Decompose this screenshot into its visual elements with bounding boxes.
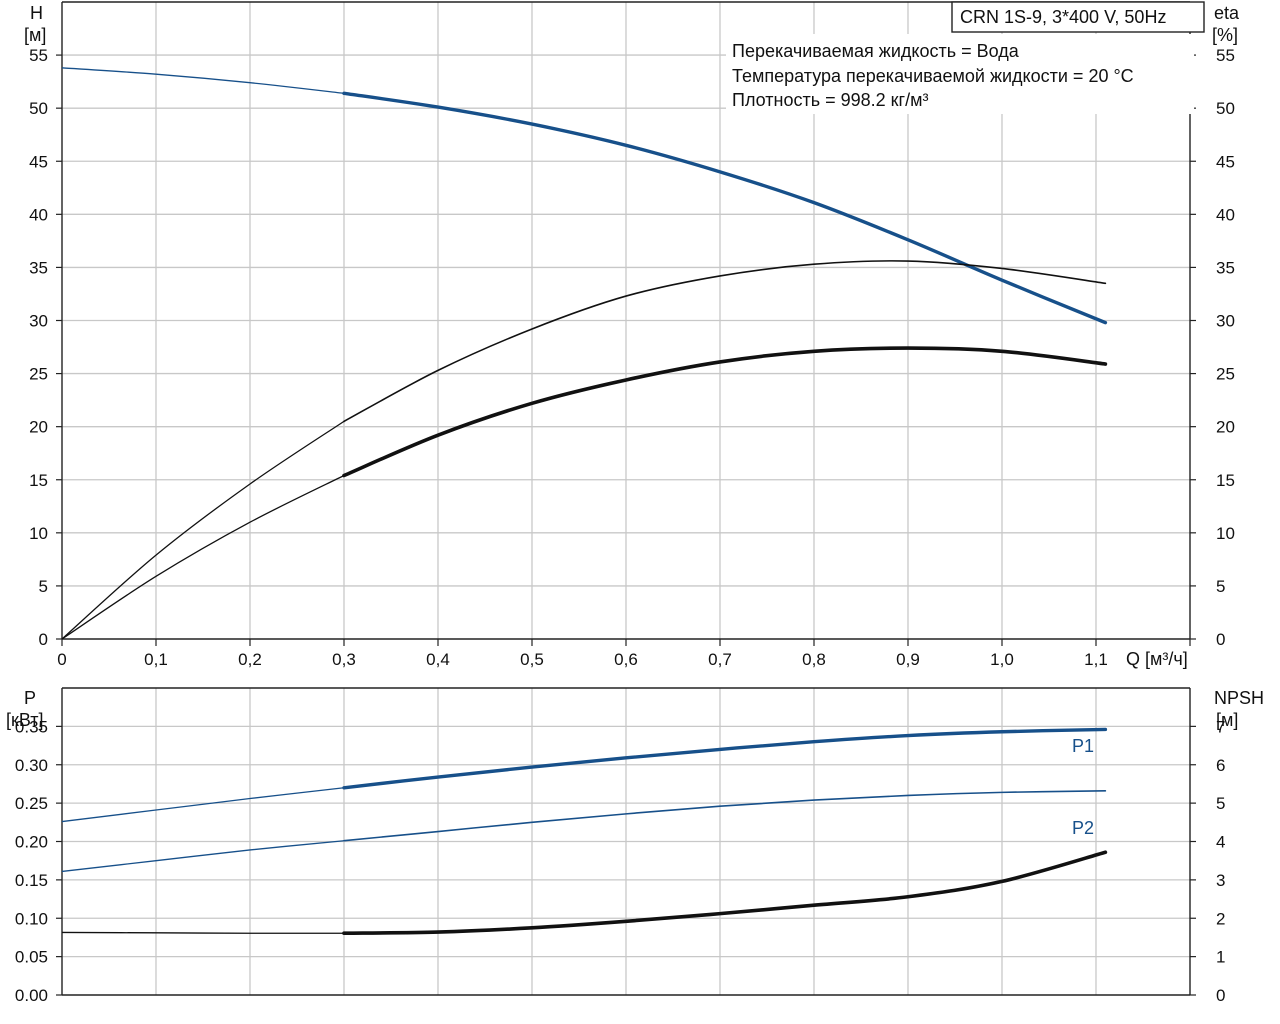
series-label-p2: P2 bbox=[1072, 818, 1094, 838]
x-tick-label: 0,1 bbox=[144, 650, 168, 669]
y-tick-label-left: 0 bbox=[39, 630, 48, 649]
x-tick-label: 1,1 bbox=[1084, 650, 1108, 669]
annotation-density: Плотность = 998.2 кг/м³ bbox=[732, 90, 928, 110]
y-tick-label-right: 5 bbox=[1216, 577, 1225, 596]
top-left-axis-title-line2: [м] bbox=[24, 25, 46, 45]
x-tick-label: 0,7 bbox=[708, 650, 732, 669]
y-tick-label-left: 0.05 bbox=[15, 948, 48, 967]
y-tick-label-right: 30 bbox=[1216, 312, 1235, 331]
curve-eta bbox=[343, 260, 1107, 423]
y-tick-label-left: 25 bbox=[29, 365, 48, 384]
y-tick-label-left: 50 bbox=[29, 99, 48, 118]
info-background bbox=[726, 34, 1194, 114]
bottom-right-axis-title-line1: NPSH bbox=[1214, 688, 1264, 708]
y-tick-label-right: 25 bbox=[1216, 365, 1235, 384]
y-tick-label-left: 0.00 bbox=[15, 986, 48, 1005]
y-tick-label-right: 5 bbox=[1216, 794, 1225, 813]
y-tick-label-right: 6 bbox=[1216, 756, 1225, 775]
bottom-right-axis-title-line2: [м] bbox=[1216, 710, 1238, 730]
bottom-left-axis-title-line2: [кВт] bbox=[6, 710, 44, 730]
x-tick-label: 0 bbox=[57, 650, 66, 669]
y-tick-label-right: 4 bbox=[1216, 833, 1225, 852]
y-tick-label-left: 0.15 bbox=[15, 871, 48, 890]
y-tick-label-right: 3 bbox=[1216, 871, 1225, 890]
y-tick-label-left: 0.25 bbox=[15, 794, 48, 813]
curve-h bbox=[342, 91, 1108, 325]
x-tick-label: 1,0 bbox=[990, 650, 1014, 669]
title-box bbox=[951, 1, 1205, 33]
curve-eta-total bbox=[342, 346, 1108, 478]
curve-p1-extrapolated bbox=[61, 787, 345, 823]
x-tick-label: 0,5 bbox=[520, 650, 544, 669]
curve-p2-extrapolated bbox=[61, 840, 345, 873]
y-tick-label-left: 10 bbox=[29, 524, 48, 543]
x-tick-label: 0,3 bbox=[332, 650, 356, 669]
y-tick-label-left: 15 bbox=[29, 471, 48, 490]
curve-eta-total-extrapolated bbox=[61, 474, 345, 640]
curve-p2 bbox=[343, 790, 1107, 842]
y-tick-label-left: 45 bbox=[29, 152, 48, 171]
curve-eta-extrapolated bbox=[61, 420, 345, 640]
y-tick-label-left: 20 bbox=[29, 418, 48, 437]
y-tick-label-right: 50 bbox=[1216, 99, 1235, 118]
annotation-temperature: Температура перекачиваемой жидкости = 20… bbox=[732, 66, 1134, 86]
power-npsh-chart: 0.00 0 0.05 1 0.10 2 0.15 3 0.20 4 0.25 5 0.30 6 0.35 7 bbox=[15, 687, 1225, 1005]
y-tick-label-left: 35 bbox=[29, 258, 48, 277]
curve-h-extrapolated bbox=[61, 67, 345, 94]
y-tick-label-left: 0.10 bbox=[15, 909, 48, 928]
bottom-left-axis-title-line1: P bbox=[24, 688, 36, 708]
top-left-axis-title-line1: H bbox=[30, 3, 43, 23]
x-tick-label: 0,4 bbox=[426, 650, 450, 669]
y-tick-label-right: 35 bbox=[1216, 258, 1235, 277]
y-tick-label-right: 2 bbox=[1216, 909, 1225, 928]
y-tick-label-right: 40 bbox=[1216, 205, 1235, 224]
x-tick-label: 0,2 bbox=[238, 650, 262, 669]
y-tick-label-right: 10 bbox=[1216, 524, 1235, 543]
y-tick-label-left: 5 bbox=[39, 577, 48, 596]
chart-title: CRN 1S-9, 3*400 V, 50Hz bbox=[960, 7, 1166, 27]
y-tick-label-left: 40 bbox=[29, 205, 48, 224]
annotation-liquid: Перекачиваемая жидкость = Вода bbox=[732, 41, 1020, 61]
curve-p1 bbox=[342, 727, 1108, 790]
x-axis-title: Q [м³/ч] bbox=[1126, 649, 1188, 669]
x-tick-label: 0,9 bbox=[896, 650, 920, 669]
curve-npsh-extrapolated bbox=[61, 931, 345, 934]
y-tick-label-left: 30 bbox=[29, 312, 48, 331]
y-tick-label-left: 0.35 bbox=[15, 717, 48, 736]
y-tick-label-left: 55 bbox=[29, 46, 48, 65]
y-tick-label-left: 0.30 bbox=[15, 756, 48, 775]
y-tick-label-right: 1 bbox=[1216, 948, 1225, 967]
y-tick-label-right: 15 bbox=[1216, 471, 1235, 490]
top-right-axis-title-line1: eta bbox=[1214, 3, 1240, 23]
y-tick-label-right: 7 bbox=[1216, 717, 1225, 736]
y-tick-label-right: 0 bbox=[1216, 630, 1225, 649]
y-tick-label-right: 45 bbox=[1216, 152, 1235, 171]
y-tick-label-right: 20 bbox=[1216, 418, 1235, 437]
top-right-axis-title-line2: [%] bbox=[1212, 25, 1238, 45]
y-tick-label-right: 55 bbox=[1216, 46, 1235, 65]
x-tick-label: 0,8 bbox=[802, 650, 826, 669]
y-tick-label-right: 0 bbox=[1216, 986, 1225, 1005]
y-tick-label-left: 0.20 bbox=[15, 833, 48, 852]
curve-npsh bbox=[342, 850, 1108, 936]
series-label-p1: P1 bbox=[1072, 736, 1094, 756]
x-tick-label: 0,6 bbox=[614, 650, 638, 669]
